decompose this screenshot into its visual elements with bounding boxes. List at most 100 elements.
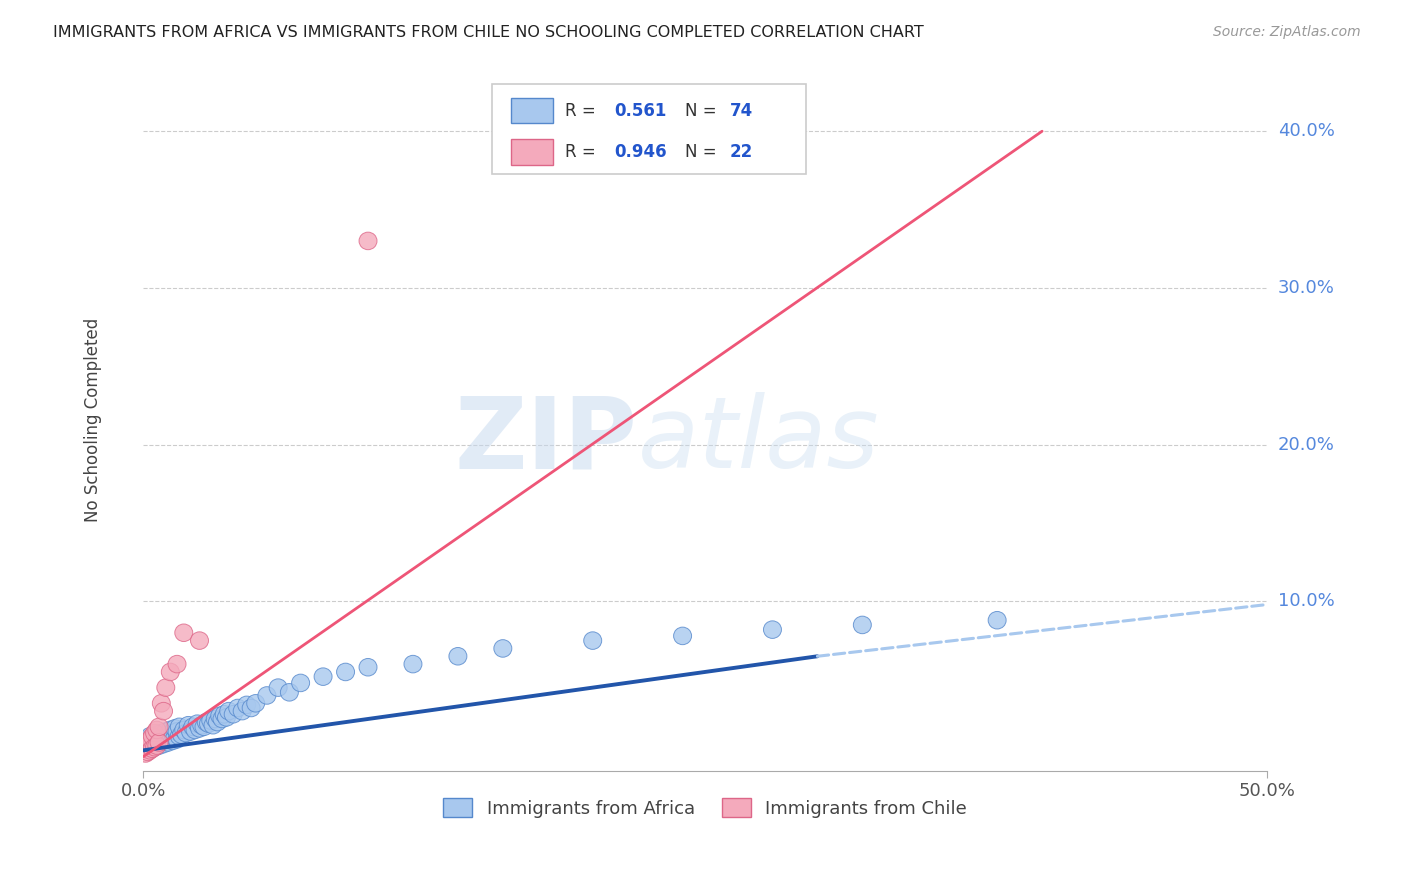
Ellipse shape — [152, 724, 170, 742]
Ellipse shape — [197, 714, 215, 731]
Ellipse shape — [146, 724, 163, 742]
Ellipse shape — [186, 721, 204, 739]
Ellipse shape — [163, 732, 181, 749]
Ellipse shape — [159, 726, 177, 743]
Ellipse shape — [152, 732, 170, 749]
Ellipse shape — [141, 731, 159, 748]
Ellipse shape — [207, 710, 224, 728]
Text: 0.946: 0.946 — [614, 143, 666, 161]
Text: 74: 74 — [730, 102, 754, 120]
Ellipse shape — [191, 720, 208, 737]
Text: 40.0%: 40.0% — [1278, 122, 1334, 140]
Ellipse shape — [141, 728, 159, 745]
Ellipse shape — [170, 718, 188, 736]
Ellipse shape — [136, 745, 155, 763]
Ellipse shape — [148, 734, 166, 751]
Ellipse shape — [141, 741, 159, 759]
Ellipse shape — [763, 621, 782, 639]
Ellipse shape — [174, 721, 193, 739]
Ellipse shape — [143, 732, 162, 749]
Ellipse shape — [169, 723, 186, 740]
Ellipse shape — [162, 721, 180, 739]
Ellipse shape — [169, 731, 186, 748]
Ellipse shape — [146, 739, 163, 756]
Ellipse shape — [166, 720, 184, 737]
Ellipse shape — [673, 627, 692, 645]
Ellipse shape — [152, 695, 170, 712]
Text: 0.561: 0.561 — [614, 102, 666, 120]
FancyBboxPatch shape — [510, 98, 554, 123]
Ellipse shape — [143, 735, 162, 753]
Ellipse shape — [148, 721, 166, 739]
Ellipse shape — [136, 737, 155, 755]
Ellipse shape — [314, 668, 332, 685]
Legend: Immigrants from Africa, Immigrants from Chile: Immigrants from Africa, Immigrants from … — [436, 791, 974, 825]
Ellipse shape — [139, 737, 157, 755]
Ellipse shape — [139, 743, 157, 761]
Ellipse shape — [181, 723, 200, 740]
Text: N =: N = — [685, 143, 721, 161]
Text: R =: R = — [565, 143, 600, 161]
Ellipse shape — [201, 712, 219, 730]
Ellipse shape — [188, 714, 207, 732]
Ellipse shape — [148, 737, 166, 755]
Text: 30.0%: 30.0% — [1278, 279, 1334, 297]
Ellipse shape — [280, 683, 298, 701]
Ellipse shape — [238, 696, 256, 714]
Text: Source: ZipAtlas.com: Source: ZipAtlas.com — [1213, 25, 1361, 39]
Ellipse shape — [150, 731, 169, 748]
FancyBboxPatch shape — [510, 139, 554, 165]
Ellipse shape — [583, 632, 602, 649]
Ellipse shape — [218, 708, 235, 726]
Ellipse shape — [166, 729, 184, 747]
Ellipse shape — [159, 734, 177, 751]
Text: R =: R = — [565, 102, 600, 120]
Text: 20.0%: 20.0% — [1278, 435, 1334, 454]
Text: N =: N = — [685, 102, 721, 120]
Text: IMMIGRANTS FROM AFRICA VS IMMIGRANTS FROM CHILE NO SCHOOLING COMPLETED CORRELATI: IMMIGRANTS FROM AFRICA VS IMMIGRANTS FRO… — [53, 25, 924, 40]
Ellipse shape — [242, 699, 260, 717]
Ellipse shape — [494, 640, 512, 657]
Ellipse shape — [150, 718, 169, 736]
Ellipse shape — [169, 656, 186, 673]
Ellipse shape — [148, 726, 166, 743]
Ellipse shape — [155, 728, 173, 745]
Ellipse shape — [336, 663, 354, 681]
Ellipse shape — [157, 679, 174, 697]
Ellipse shape — [184, 718, 201, 736]
Ellipse shape — [143, 728, 162, 745]
Text: ZIP: ZIP — [454, 392, 638, 489]
Ellipse shape — [208, 714, 226, 731]
Text: 22: 22 — [730, 143, 754, 161]
Ellipse shape — [170, 728, 188, 745]
Ellipse shape — [224, 706, 242, 723]
Ellipse shape — [204, 716, 222, 734]
Ellipse shape — [246, 695, 264, 712]
Ellipse shape — [195, 718, 212, 736]
Ellipse shape — [157, 723, 174, 740]
Ellipse shape — [177, 724, 195, 742]
Ellipse shape — [146, 729, 163, 747]
Ellipse shape — [143, 740, 162, 757]
Ellipse shape — [174, 624, 193, 641]
Ellipse shape — [162, 663, 180, 681]
Ellipse shape — [291, 674, 309, 691]
Ellipse shape — [191, 632, 208, 649]
Ellipse shape — [157, 729, 174, 747]
FancyBboxPatch shape — [492, 84, 806, 174]
Ellipse shape — [162, 731, 180, 748]
Ellipse shape — [139, 731, 157, 748]
Ellipse shape — [163, 724, 181, 742]
Ellipse shape — [211, 707, 229, 724]
Ellipse shape — [359, 658, 377, 676]
Ellipse shape — [150, 737, 169, 755]
Ellipse shape — [229, 699, 246, 717]
Ellipse shape — [404, 656, 422, 673]
Ellipse shape — [359, 232, 377, 250]
Ellipse shape — [180, 716, 197, 734]
Ellipse shape — [449, 648, 467, 665]
Text: No Schooling Completed: No Schooling Completed — [84, 318, 101, 522]
Ellipse shape — [215, 706, 233, 723]
Ellipse shape — [139, 734, 157, 751]
Ellipse shape — [269, 679, 287, 697]
